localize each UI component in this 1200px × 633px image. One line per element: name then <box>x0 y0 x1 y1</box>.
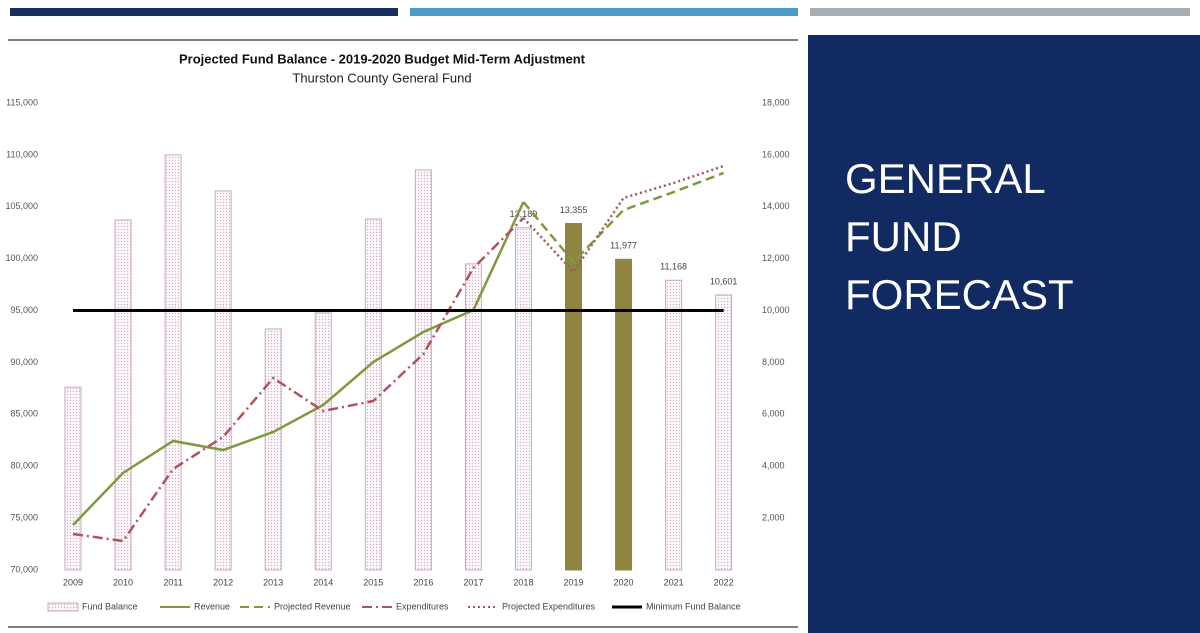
x-tick-label: 2013 <box>263 577 283 587</box>
legend-label: Revenue <box>194 601 230 611</box>
chart-title: Projected Fund Balance - 2019-2020 Budge… <box>179 51 586 66</box>
y-tick-label: 70,000 <box>10 564 38 574</box>
bar <box>665 279 683 571</box>
y2-tick-label: 10,000 <box>762 305 790 315</box>
y2-tick-label: 16,000 <box>762 149 790 159</box>
data-label: 11,168 <box>660 262 687 272</box>
x-tick-label: 2021 <box>664 577 684 587</box>
bar <box>565 223 582 571</box>
x-tick-label: 2020 <box>614 577 634 587</box>
x-tick-label: 2014 <box>313 577 333 587</box>
bar <box>64 386 82 571</box>
x-tick-label: 2011 <box>163 577 182 587</box>
legend-label: Expenditures <box>396 601 449 611</box>
y-tick-label: 105,000 <box>5 201 38 211</box>
x-tick-label: 2019 <box>563 577 583 587</box>
y2-tick-label: 8,000 <box>762 357 785 367</box>
y-tick-label: 90,000 <box>10 357 38 367</box>
bar <box>214 190 232 571</box>
accent-bar <box>410 8 798 16</box>
line <box>522 164 725 274</box>
y-tick-label: 95,000 <box>10 305 38 315</box>
x-tick-label: 2017 <box>463 577 483 587</box>
line <box>72 217 525 543</box>
line <box>72 201 525 526</box>
y-tick-label: 110,000 <box>6 149 38 159</box>
accent-bar <box>10 8 398 16</box>
y2-tick-label: 2,000 <box>762 512 785 522</box>
y-tick-label: 115,000 <box>6 97 38 107</box>
bar <box>364 218 382 571</box>
bar <box>464 263 482 571</box>
chart-subtitle: Thurston County General Fund <box>292 70 471 85</box>
bar <box>114 219 132 571</box>
bar <box>715 294 733 571</box>
data-label: 13,189 <box>510 209 538 219</box>
accent-bar <box>810 8 1190 16</box>
bar <box>615 258 633 571</box>
x-tick-label: 2012 <box>213 577 233 587</box>
y2-tick-label: 14,000 <box>762 201 790 211</box>
data-label: 13,355 <box>560 205 588 215</box>
bar <box>164 154 182 571</box>
x-tick-label: 2022 <box>714 577 734 587</box>
bar <box>414 169 432 571</box>
bar <box>314 312 332 571</box>
y2-tick-label: 12,000 <box>762 253 790 263</box>
legend-label: Projected Expenditures <box>502 601 596 611</box>
legend-swatch <box>47 602 79 612</box>
y-tick-label: 85,000 <box>10 409 38 419</box>
panel-title-line: FUND <box>845 213 962 260</box>
x-tick-label: 2015 <box>363 577 383 587</box>
panel-title-line: FORECAST <box>845 271 1074 318</box>
y-tick-label: 100,000 <box>5 253 38 263</box>
panel-title-line: GENERAL <box>845 155 1046 202</box>
x-tick-label: 2009 <box>63 577 83 587</box>
data-label: 10,601 <box>710 276 738 286</box>
panel-title: GENERAL FUND FORECAST <box>845 155 1074 318</box>
legend-label: Minimum Fund Balance <box>646 601 741 611</box>
legend-label: Fund Balance <box>82 601 138 611</box>
x-tick-label: 2010 <box>113 577 133 587</box>
y2-tick-label: 4,000 <box>762 461 785 471</box>
y2-tick-label: 6,000 <box>762 409 785 419</box>
bar <box>264 328 282 571</box>
x-tick-label: 2016 <box>413 577 433 587</box>
bar <box>514 227 532 571</box>
x-tick-label: 2018 <box>513 577 533 587</box>
y-tick-label: 75,000 <box>10 512 38 522</box>
title-panel <box>808 35 1200 633</box>
data-label: 11,977 <box>610 241 637 251</box>
y2-tick-label: 18,000 <box>762 97 790 107</box>
y-tick-label: 80,000 <box>10 461 38 471</box>
legend-label: Projected Revenue <box>274 601 351 611</box>
